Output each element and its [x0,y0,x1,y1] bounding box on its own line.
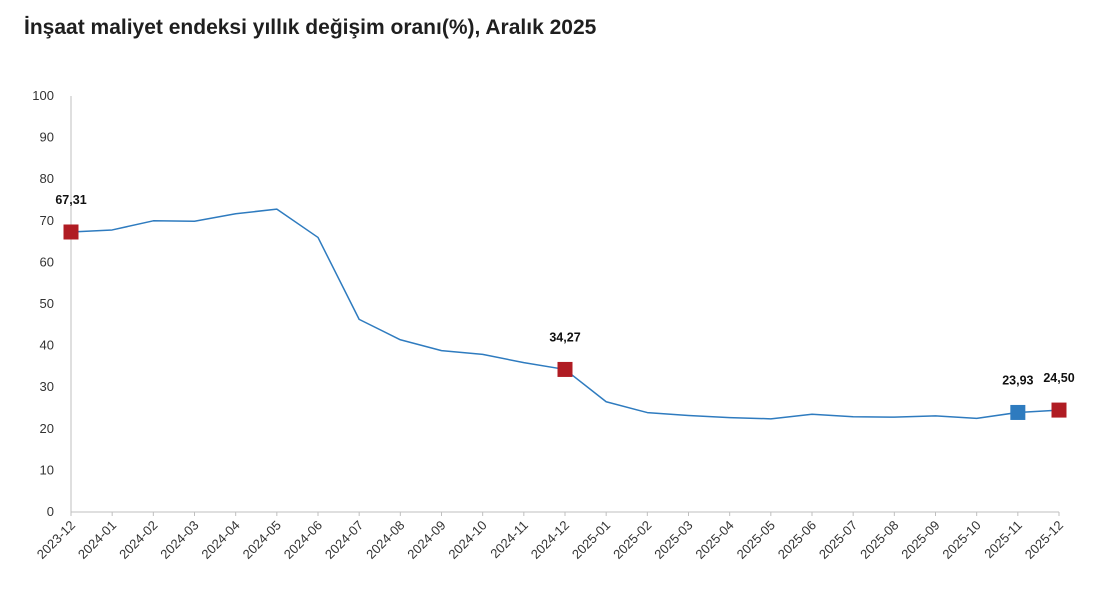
y-axis: 0 10 20 30 40 50 60 70 80 90 100 [32,88,72,519]
y-tick-label: 50 [40,296,54,311]
x-tick-label: 2024-02 [116,518,160,562]
chart-title: İnşaat maliyet endeksi yıllık değişim or… [24,16,597,39]
y-tick-label: 80 [40,171,54,186]
x-axis: 2023-122024-012024-022024-032024-042024-… [34,511,1066,562]
x-tick-label: 2025-03 [651,518,695,562]
marker-layer: 67,31 34,27 23,93 24,50 [55,193,1075,420]
x-tick-label: 2024-08 [363,518,407,562]
x-tick-label: 2024-03 [157,518,201,562]
x-tick-label: 2025-02 [610,518,654,562]
x-tick-label: 2025-07 [816,518,860,562]
data-label: 67,31 [55,193,86,207]
y-tick-label: 30 [40,379,54,394]
data-label: 23,93 [1002,373,1033,387]
data-label: 34,27 [549,330,580,344]
x-tick-label: 2024-07 [322,518,366,562]
x-tick-label: 2025-09 [898,518,942,562]
x-tick-label: 2025-04 [692,518,736,562]
data-point-marker [1010,404,1026,420]
data-point-marker [1051,402,1067,418]
y-tick-label: 70 [40,213,54,228]
data-point-marker [63,224,79,240]
x-tick-label: 2024-04 [198,518,242,562]
x-tick-label: 2024-11 [487,518,531,562]
x-tick-label: 2024-12 [528,518,572,562]
x-tick-label: 2024-05 [240,518,284,562]
x-tick-label: 2024-01 [75,518,119,562]
y-tick-label: 0 [47,504,54,519]
x-tick-label: 2025-06 [775,518,819,562]
data-point-marker [557,361,573,377]
y-tick-label: 60 [40,254,54,269]
x-tick-label: 2025-10 [939,518,983,562]
x-tick-label: 2025-01 [569,518,613,562]
x-tick-label: 2025-08 [857,518,901,562]
x-tick-label: 2025-12 [1022,518,1066,562]
y-tick-label: 20 [40,421,54,436]
y-tick-label: 90 [40,130,54,145]
y-tick-label: 40 [40,338,54,353]
x-tick-label: 2025-11 [981,518,1025,562]
series-layer [70,208,1060,420]
data-label: 24,50 [1043,371,1074,385]
x-tick-label: 2024-06 [281,518,325,562]
x-tick-label: 2024-09 [404,518,448,562]
y-tick-label: 100 [32,88,54,103]
x-tick-label: 2023-12 [34,518,78,562]
x-tick-label: 2025-05 [734,518,778,562]
series-line [70,208,1060,420]
y-tick-label: 10 [40,462,54,477]
x-tick-label: 2024-10 [445,518,489,562]
